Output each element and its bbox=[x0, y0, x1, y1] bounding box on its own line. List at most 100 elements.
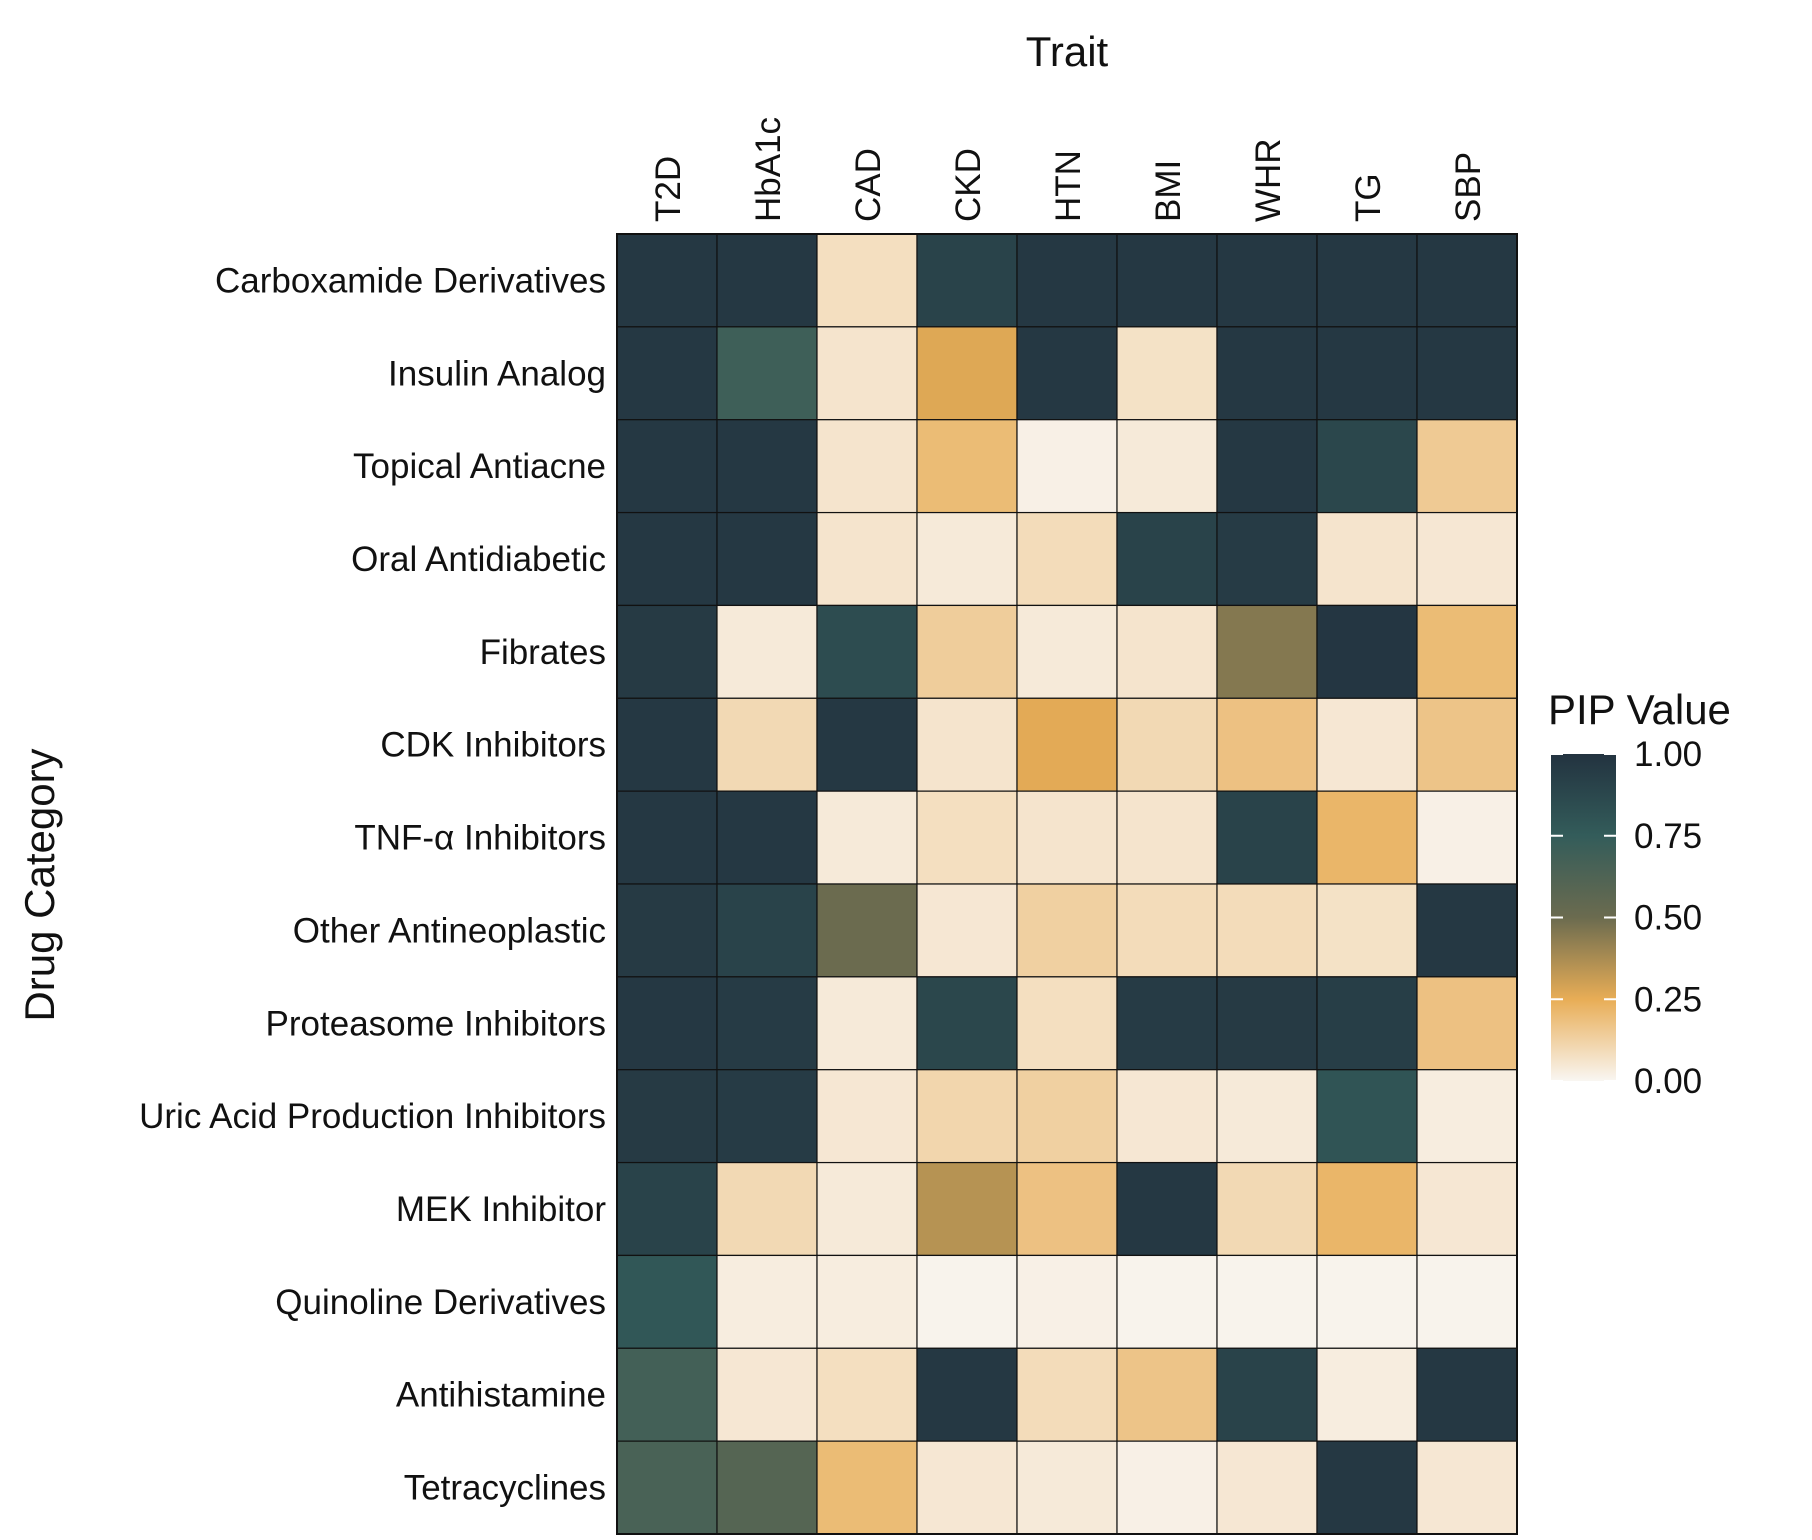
heatmap-cell bbox=[1316, 1161, 1418, 1257]
heatmap-cell bbox=[1216, 326, 1318, 421]
heatmap-cell bbox=[1316, 1254, 1418, 1349]
heatmap-cell bbox=[716, 697, 818, 792]
y-tick-label: Oral Antidiabetic bbox=[351, 540, 606, 579]
heatmap-cell bbox=[1416, 1254, 1518, 1349]
heatmap-cell bbox=[816, 233, 918, 328]
heatmap-cell bbox=[916, 1069, 1018, 1164]
heatmap-cell bbox=[1116, 419, 1218, 514]
heatmap-cell bbox=[1416, 1440, 1518, 1535]
heatmap-cell bbox=[1016, 1254, 1118, 1349]
heatmap-cell bbox=[1316, 976, 1418, 1071]
y-tick-labels: Carboxamide Derivatives Insulin Analog Top… bbox=[139, 261, 606, 1507]
heatmap-cell bbox=[916, 1347, 1018, 1442]
heatmap-cell bbox=[1216, 419, 1318, 514]
heatmap-cell bbox=[616, 326, 718, 421]
heatmap-cell bbox=[816, 419, 918, 514]
heatmap-cell bbox=[1116, 1161, 1218, 1257]
heatmap-cell bbox=[1316, 1347, 1418, 1442]
heatmap-cell bbox=[1216, 1347, 1318, 1442]
heatmap-cell bbox=[616, 1069, 718, 1164]
y-tick-label: Antihistamine bbox=[396, 1376, 606, 1415]
heatmap-cell bbox=[616, 697, 718, 792]
heatmap-cell bbox=[716, 1254, 818, 1349]
heatmap-cell bbox=[1316, 1440, 1418, 1535]
heatmap-cell bbox=[1416, 1069, 1518, 1164]
y-tick-label: Proteasome Inhibitors bbox=[266, 1004, 606, 1043]
heatmap-cell bbox=[1316, 697, 1418, 792]
colorbar-tick-label: 1.00 bbox=[1634, 735, 1702, 774]
x-tick-labels: T2D HbA1c CAD CKD HTN BMI WHR TG SBP bbox=[649, 117, 1488, 222]
heatmap-cell bbox=[1316, 1069, 1418, 1164]
heatmap-cell bbox=[1416, 233, 1518, 328]
colorbar-legend: PIP Value 0.00 0.25 0.50 0.75 1.00 bbox=[1548, 686, 1731, 1101]
heatmap-cell bbox=[1016, 1440, 1118, 1535]
colorbar-tick-label: 0.25 bbox=[1634, 980, 1702, 1019]
x-tick-label: TG bbox=[1349, 173, 1388, 222]
heatmap-cell bbox=[1416, 511, 1518, 607]
heatmap-cell bbox=[716, 233, 818, 328]
heatmap-cell bbox=[916, 511, 1018, 607]
x-tick-label: HbA1c bbox=[749, 117, 788, 222]
heatmap-cell bbox=[1316, 326, 1418, 421]
y-tick-label: Uric Acid Production Inhibitors bbox=[139, 1097, 606, 1136]
heatmap-cell bbox=[1316, 790, 1418, 885]
heatmap-cell bbox=[1216, 790, 1318, 885]
heatmap-cell bbox=[1016, 976, 1118, 1071]
heatmap-cell bbox=[1216, 1161, 1318, 1257]
y-tick-label: CDK Inhibitors bbox=[380, 726, 606, 765]
heatmap-cell bbox=[816, 1161, 918, 1257]
heatmap-cell bbox=[716, 1440, 818, 1535]
heatmap-cell bbox=[816, 326, 918, 421]
heatmap-cell bbox=[1416, 883, 1518, 978]
heatmap-cell bbox=[616, 1254, 718, 1349]
y-tick-label: TNF-α Inhibitors bbox=[354, 819, 606, 858]
heatmap-cell bbox=[816, 1347, 918, 1442]
y-tick-label: Fibrates bbox=[480, 633, 606, 672]
y-tick-label: MEK Inhibitor bbox=[396, 1190, 606, 1229]
heatmap-cell bbox=[816, 511, 918, 607]
heatmap-cell bbox=[1416, 976, 1518, 1071]
heatmap-cell bbox=[1016, 1161, 1118, 1257]
heatmap-cell bbox=[616, 883, 718, 978]
heatmap-cell bbox=[616, 1347, 718, 1442]
x-tick-label: T2D bbox=[649, 156, 688, 222]
heatmap-cell bbox=[1216, 1440, 1318, 1535]
heatmap-cell bbox=[1116, 326, 1218, 421]
heatmap-cell bbox=[916, 419, 1018, 514]
legend-title: PIP Value bbox=[1548, 686, 1731, 733]
heatmap-cell bbox=[1216, 511, 1318, 607]
y-tick-label: Other Antineoplastic bbox=[293, 911, 606, 950]
heatmap-cell bbox=[916, 326, 1018, 421]
plot-border bbox=[616, 233, 1518, 1535]
heatmap-cell bbox=[916, 1161, 1018, 1257]
heatmap-cell bbox=[1016, 790, 1118, 885]
x-tick-label: SBP bbox=[1449, 152, 1488, 222]
heatmap-cell bbox=[616, 419, 718, 514]
heatmap-cell bbox=[1116, 697, 1218, 792]
heatmap-cell bbox=[1016, 604, 1118, 699]
colorbar-tick-label: 0.00 bbox=[1634, 1062, 1702, 1101]
colorbar-tick-label: 0.75 bbox=[1634, 817, 1702, 856]
heatmap-cell bbox=[1316, 419, 1418, 514]
heatmap-cell bbox=[916, 1254, 1018, 1349]
y-axis-title: Drug Category bbox=[16, 748, 63, 1021]
heatmap-cell bbox=[616, 1161, 718, 1257]
heatmap-cell bbox=[1016, 1069, 1118, 1164]
heatmap-cell bbox=[1416, 1347, 1518, 1442]
heatmap-cell bbox=[716, 1069, 818, 1164]
y-tick-label: Quinoline Derivatives bbox=[275, 1283, 606, 1322]
heatmap-cell bbox=[1016, 326, 1118, 421]
heatmap-cell bbox=[716, 419, 818, 514]
heatmap-cell bbox=[1016, 697, 1118, 792]
heatmap-cell bbox=[816, 883, 918, 978]
x-tick-label: CKD bbox=[949, 148, 988, 222]
heatmap-cell bbox=[1016, 1347, 1118, 1442]
heatmap-cell bbox=[1216, 233, 1318, 328]
heatmap-cell bbox=[1116, 1254, 1218, 1349]
heatmap-cell bbox=[1116, 511, 1218, 607]
y-tick-label: Insulin Analog bbox=[388, 354, 606, 393]
heatmap-cell bbox=[716, 790, 818, 885]
heatmap-cell bbox=[916, 697, 1018, 792]
heatmap-cell bbox=[1016, 883, 1118, 978]
